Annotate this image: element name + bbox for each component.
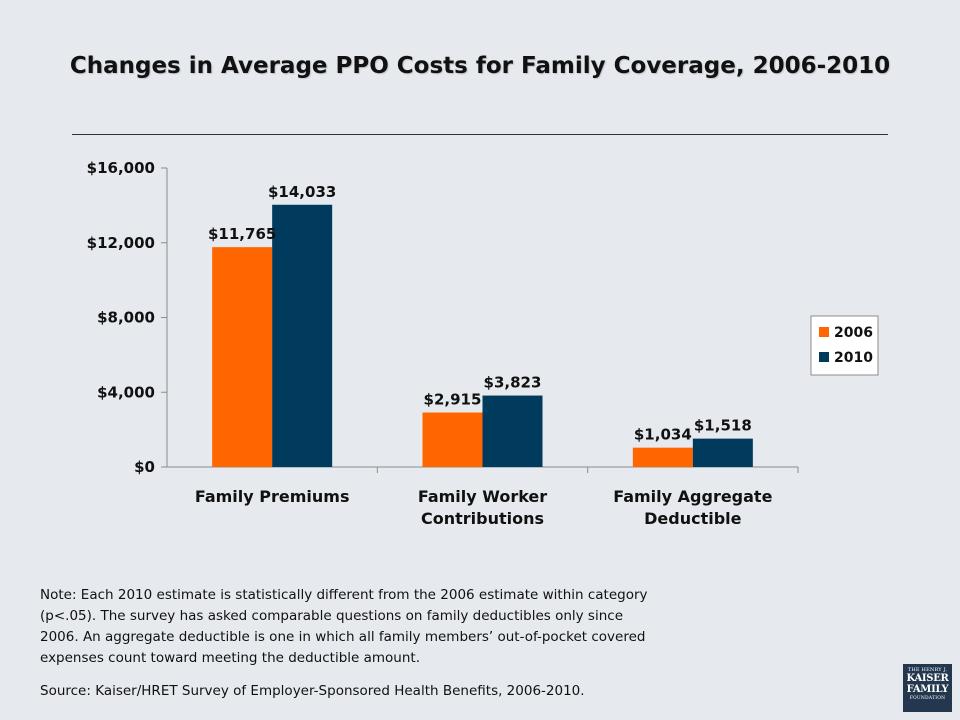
data-label: $11,765: [208, 225, 276, 243]
bar-2010: [272, 204, 333, 468]
y-tick-label: $16,000: [87, 159, 155, 177]
x-category-label: Family Aggregate: [613, 487, 772, 506]
bar-2006: [632, 447, 693, 467]
data-label: $1,518: [694, 417, 752, 435]
x-category-label: Family Worker: [418, 487, 547, 506]
bar-2010: [692, 438, 753, 467]
legend-swatch-2006: [819, 327, 829, 337]
kaiser-family-foundation-logo: THE HENRY J. KAISER FAMILY FOUNDATION: [903, 664, 952, 712]
x-category-label: Deductible: [644, 509, 742, 528]
bar-2006: [212, 247, 273, 467]
data-label: $14,033: [268, 183, 336, 201]
x-category-label: Contributions: [421, 509, 544, 528]
y-tick-label: $8,000: [97, 309, 155, 327]
data-label: $2,915: [424, 391, 482, 409]
title-divider: [72, 134, 888, 135]
legend-swatch-2010: [819, 352, 829, 362]
bar-chart: $0 $4,000 $8,000 $12,000 $16,000 $11,765 $14,…: [87, 159, 879, 528]
bar-2010: [482, 395, 543, 467]
legend-label: 2010: [834, 350, 873, 366]
data-label: $3,823: [484, 374, 542, 392]
slide-title: Changes in Average PPO Costs for Family …: [69, 53, 891, 79]
data-label: $1,034: [634, 426, 692, 444]
source-text: Source: Kaiser/HRET Survey of Employer-S…: [40, 683, 585, 699]
y-tick-label: $0: [134, 458, 155, 476]
legend-label: 2006: [834, 325, 873, 341]
x-category-label: Family Premiums: [195, 487, 350, 506]
note-text: Note: Each 2010 estimate is statisticall…: [40, 587, 648, 666]
bar-2006: [422, 412, 483, 467]
legend-box: [810, 315, 879, 376]
y-tick-label: $4,000: [97, 383, 155, 401]
y-tick-label: $12,000: [87, 234, 155, 252]
